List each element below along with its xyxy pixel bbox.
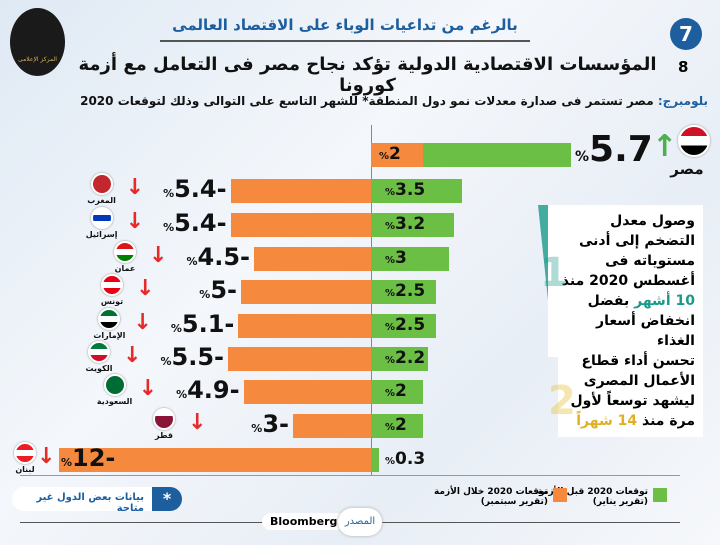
note-accent bbox=[538, 205, 548, 300]
arrow-down-icon: ↓ bbox=[37, 444, 56, 469]
flag-icon bbox=[103, 374, 126, 396]
legend-sub: (تقرير يناير) bbox=[592, 497, 648, 507]
legend-swatch-green bbox=[653, 488, 667, 502]
logo-text: المركز الإعلامى bbox=[18, 56, 57, 63]
label-during: %12- bbox=[61, 444, 116, 472]
lead-body: مصر تستمر فى صدارة معدلات نمو دول المنطق… bbox=[80, 94, 654, 108]
label-during: %2 bbox=[379, 144, 401, 164]
label-during: %4.9- bbox=[176, 376, 240, 404]
country-name: مصر bbox=[670, 160, 704, 178]
bar-before bbox=[371, 213, 455, 237]
bar-before bbox=[371, 280, 436, 304]
bar-during bbox=[230, 179, 371, 203]
label-during: %5.5- bbox=[160, 343, 224, 371]
arrow-down-icon: ↓ bbox=[138, 376, 158, 401]
note-text: وصول معدل التضخم إلى أدنى مستوياته فى أغ… bbox=[561, 213, 695, 289]
flag-icon bbox=[88, 341, 110, 363]
bar-during bbox=[238, 314, 371, 338]
label-before: %2.5 bbox=[385, 281, 426, 301]
bar-during bbox=[243, 380, 371, 404]
flag-icon-egypt bbox=[678, 125, 710, 157]
label-before: %3 bbox=[385, 248, 407, 268]
label-before: %0.3 bbox=[385, 449, 426, 469]
label-during: %5.4- bbox=[163, 209, 227, 237]
arrow-down-icon: ↓ bbox=[125, 209, 145, 234]
bar-during bbox=[59, 448, 371, 472]
label-during: %3- bbox=[251, 410, 289, 438]
arrow-down-icon: ↓ bbox=[133, 310, 152, 335]
lead-source: بلومبرج: bbox=[657, 94, 708, 108]
flag-icon bbox=[14, 442, 36, 464]
note-number: 2 bbox=[548, 378, 576, 424]
page-title: المؤسسات الاقتصادية الدولية تؤكد نجاح مص… bbox=[78, 54, 657, 96]
country-name: المغرب bbox=[87, 196, 116, 205]
arrow-down-icon: ↓ bbox=[123, 343, 142, 368]
subtitle: بالرغم من تداعيات الوباء على الاقتصاد ال… bbox=[172, 16, 518, 34]
label-before: %2 bbox=[385, 381, 407, 401]
country-name: لبنان bbox=[15, 465, 35, 474]
bar-before bbox=[371, 380, 423, 404]
country-name: الإمارات bbox=[93, 331, 126, 340]
chart-baseline bbox=[20, 475, 680, 476]
note-number: 1 bbox=[540, 250, 568, 296]
label-during: %5.4- bbox=[163, 175, 227, 203]
note-text: تحسن أداء قطاع الأعمال المصرى ليشهد توسع… bbox=[570, 353, 695, 429]
bar-before bbox=[371, 347, 429, 371]
bar-before bbox=[371, 247, 449, 271]
flag-icon bbox=[98, 308, 121, 330]
label-during: %4.5- bbox=[186, 243, 250, 271]
flag-icon bbox=[90, 207, 113, 229]
note-highlight: 10 أشهر bbox=[634, 293, 695, 309]
source-label: المصدر bbox=[338, 508, 382, 536]
page-total: 8 bbox=[678, 58, 689, 76]
flag-icon bbox=[90, 173, 113, 195]
flag-icon bbox=[101, 274, 123, 296]
bar-during bbox=[254, 247, 371, 271]
label-before: %2.2 bbox=[385, 348, 426, 368]
note-inflation: وصول معدل التضخم إلى أدنى مستوياته فى أغ… bbox=[548, 205, 703, 357]
bar-during bbox=[371, 143, 423, 167]
label-before: %3.2 bbox=[385, 214, 426, 234]
label-during: %5.1- bbox=[170, 310, 235, 338]
label-before: %5.7 bbox=[575, 129, 653, 170]
arrow-up-icon: ↑ bbox=[652, 129, 678, 164]
divider bbox=[160, 40, 530, 42]
label-before: %2 bbox=[385, 415, 407, 435]
legend-sub: (تقرير سبتمبر) bbox=[480, 497, 548, 507]
label-during: %5- bbox=[199, 276, 237, 304]
arrow-down-icon: ↓ bbox=[136, 276, 155, 301]
arrow-down-icon: ↓ bbox=[125, 175, 145, 200]
bar-during bbox=[293, 414, 371, 438]
country-name: الكويت bbox=[85, 364, 113, 373]
legend-item-during: توقعات 2020 خلال الأزمة (تقرير سبتمبر) bbox=[434, 487, 548, 507]
country-name: إسرائيل bbox=[85, 230, 118, 239]
bar-during bbox=[230, 213, 371, 237]
country-name: قطر bbox=[154, 431, 173, 440]
asterisk-badge: * bbox=[152, 487, 182, 511]
flag-icon bbox=[114, 241, 136, 263]
note-business: تحسن أداء قطاع الأعمال المصرى ليشهد توسع… bbox=[558, 345, 703, 437]
flag-icon bbox=[153, 408, 175, 430]
label-before: %2.5 bbox=[385, 315, 426, 335]
bar-before bbox=[371, 414, 423, 438]
bar-during bbox=[228, 347, 371, 371]
lead-text: بلومبرج: مصر تستمر فى صدارة معدلات نمو د… bbox=[12, 94, 708, 108]
bar-before bbox=[371, 448, 379, 472]
country-name: تونس bbox=[100, 297, 124, 306]
bar-during bbox=[241, 280, 371, 304]
source-name: Bloomberg bbox=[262, 513, 346, 530]
label-before: %3.5 bbox=[385, 180, 426, 200]
country-name: السعودية bbox=[96, 397, 133, 406]
media-center-logo: المركز الإعلامى bbox=[10, 8, 65, 76]
arrow-down-icon: ↓ bbox=[149, 243, 168, 268]
country-name: عمان bbox=[114, 264, 136, 273]
legend-swatch-orange bbox=[553, 488, 567, 502]
arrow-down-icon: ↓ bbox=[188, 410, 207, 435]
bar-before bbox=[371, 314, 436, 338]
bar-before bbox=[371, 179, 462, 203]
legend-label: توقعات 2020 خلال الأزمة bbox=[433, 487, 548, 497]
note-highlight: 14 شهراً bbox=[576, 413, 638, 429]
page-number: 7 bbox=[670, 18, 702, 50]
